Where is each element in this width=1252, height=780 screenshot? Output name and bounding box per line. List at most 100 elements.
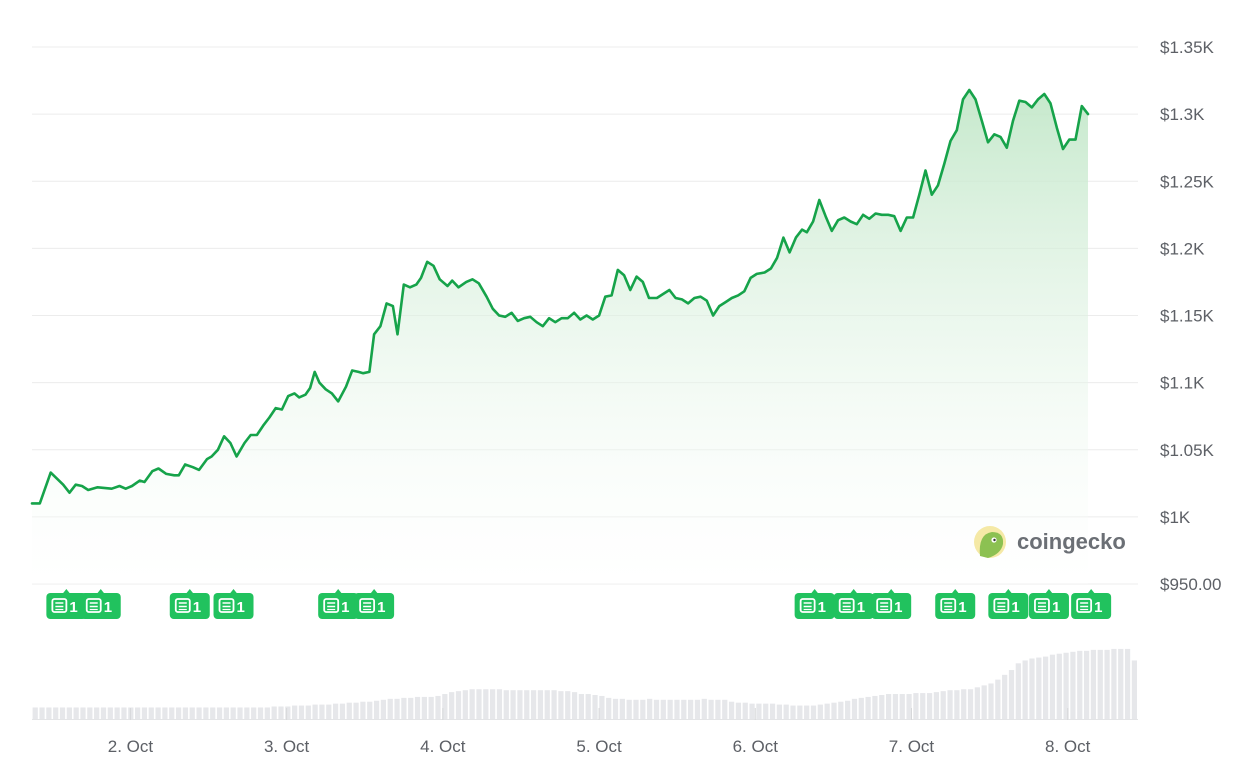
volume-bar [756,703,762,719]
volume-bar [838,701,844,719]
news-count: 1 [341,599,349,616]
price-line [30,88,1090,505]
volume-bar [769,703,776,719]
y-axis: $1.35K $1.3K $1.25K $1.2K $1.15K $1.1K $1.05K $… [1160,38,1221,594]
volume-bar [121,707,127,719]
news-marker[interactable]: 1 [833,589,874,619]
news-count: 1 [1052,599,1060,616]
volume-bar [59,707,66,719]
volume-bar [667,699,673,719]
volume-bar [148,707,154,719]
news-markers[interactable]: 1 1 1 1 1 1 1 1 1 1 1 1 1 [46,589,1112,619]
volume-bar [1077,650,1083,719]
news-marker[interactable]: 1 [871,589,912,619]
volume-bar [360,701,366,719]
volume-bar [845,700,851,719]
volume-bar [688,699,694,719]
volume-bar [715,699,721,719]
news-marker[interactable]: 1 [213,589,254,619]
volume-bar [530,690,537,719]
volume-bar [421,696,427,719]
volume-bar [175,707,182,719]
volume-bar [892,694,899,719]
newspaper-icon [218,598,235,613]
volume-bar [974,687,980,719]
volume-bar [913,693,919,719]
news-marker[interactable]: 1 [1071,589,1112,619]
news-count: 1 [1094,599,1102,616]
volume-bar [797,705,803,719]
y-tick-label: $1.3K [1160,105,1205,124]
news-marker[interactable]: 1 [169,589,210,619]
volume-bar [53,707,59,719]
volume-bar [681,699,687,719]
newspaper-icon [51,598,68,613]
volume-bar [1070,651,1076,719]
volume-bar [961,689,967,719]
volume-bar [995,679,1001,719]
volume-bar [647,698,653,719]
volume-bar [1131,660,1137,719]
news-marker[interactable]: 1 [354,589,395,619]
volume-bar [585,694,591,719]
news-marker-pointer [887,589,896,594]
volume-bar [326,704,332,719]
volume-bar [1090,649,1097,719]
volume-bar [1063,652,1069,719]
volume-bar [483,689,489,719]
volume-bars [32,648,1138,720]
price-series [30,88,1090,584]
newspaper-icon [174,598,191,613]
x-tick-label: 6. Oct [733,737,779,756]
news-count: 1 [1011,599,1019,616]
news-marker[interactable]: 1 [1028,589,1069,619]
volume-bar [196,707,202,719]
volume-bar [332,703,339,719]
news-marker[interactable]: 1 [46,589,87,619]
news-marker[interactable]: 1 [318,589,359,619]
volume-bar [367,701,373,719]
volume-bar [401,697,407,719]
y-tick-label: $1.05K [1160,441,1215,460]
volume-bar [599,695,605,719]
news-marker-pointer [334,589,343,594]
news-marker[interactable]: 1 [794,589,835,619]
volume-bar [39,707,45,719]
volume-bar [285,706,291,719]
y-tick-label: $1.2K [1160,239,1205,258]
y-tick-label: $1.35K [1160,38,1215,57]
news-marker-pointer [849,589,858,594]
volume-bar [155,707,161,719]
volume-bar [858,697,864,719]
volume-bar [776,704,782,719]
news-count: 1 [857,599,865,616]
volume-bar [872,695,878,719]
volume-bar [414,696,421,719]
volume-bar [66,707,72,719]
volume-bar [442,694,448,719]
volume-bar [114,707,120,719]
news-marker-pointer [1087,589,1096,594]
gecko-pupil [993,538,996,542]
news-marker-pointer [96,589,105,594]
y-tick-label: $1.1K [1160,374,1205,393]
news-marker[interactable]: 1 [80,589,121,619]
news-marker-pointer [1004,589,1013,594]
volume-bar [80,707,86,719]
volume-bar [817,704,823,719]
volume-bar [264,707,270,719]
volume-bar [606,697,612,719]
volume-bar [476,689,482,719]
news-marker[interactable]: 1 [988,589,1029,619]
volume-bar [1022,660,1028,719]
volume-bar [728,701,735,719]
volume-bar [933,692,940,719]
news-marker-pointer [1044,589,1053,594]
volume-bar [428,696,434,719]
volume-bar [455,691,462,719]
news-marker[interactable]: 1 [935,589,976,619]
volume-bar [674,699,680,719]
news-marker-pointer [370,589,379,594]
volume-bar [558,691,564,719]
